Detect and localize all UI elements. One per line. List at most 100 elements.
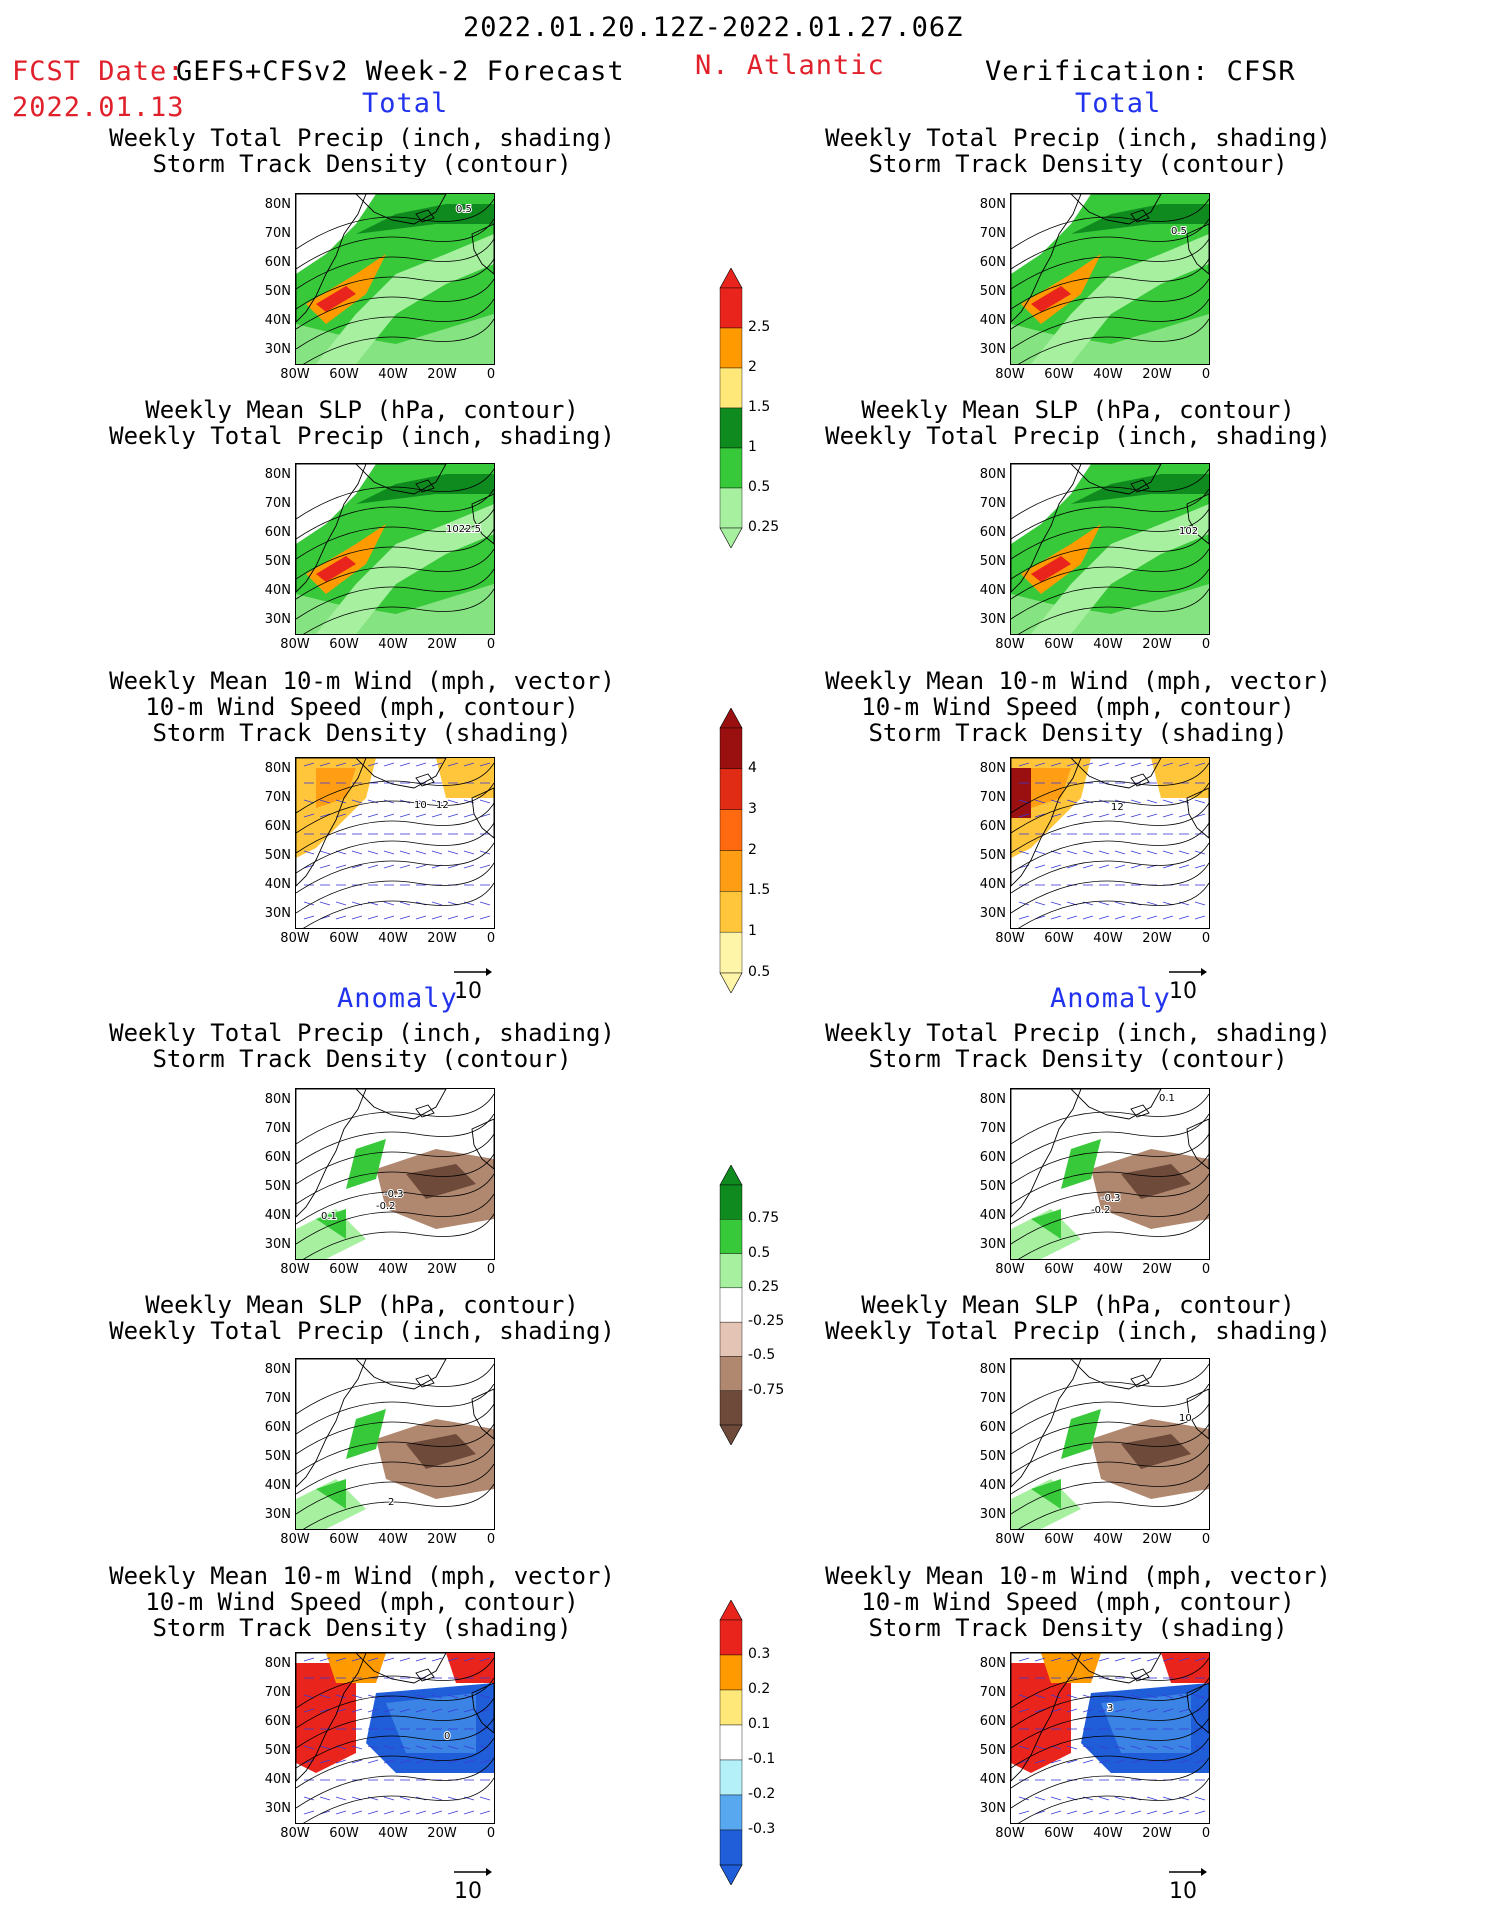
panel-title-line: Storm Track Density (contour): [868, 150, 1288, 178]
panel-title-2-l: Weekly Mean 10-m Wind (mph, vector) 10-m …: [2, 668, 722, 746]
map-panel-3-r: 0.1 -0.3 -0.2: [1010, 1088, 1210, 1260]
lon-tick-label: 20W: [427, 1262, 457, 1277]
colorbar-segment: [719, 809, 743, 851]
map-panel-0-l: 0.5: [295, 193, 495, 365]
lon-tick-label: 0: [486, 1532, 496, 1547]
lon-tick-label: 40W: [1093, 1262, 1123, 1277]
lon-tick-label: 0: [1201, 637, 1211, 652]
panel-title-line: 10-m Wind Speed (mph, contour): [145, 693, 579, 721]
lat-tick-label: 70N: [264, 1685, 291, 1700]
colorbar-segment: [719, 1356, 743, 1391]
panel-title-line: Weekly Total Precip (inch, shading): [825, 124, 1331, 152]
lat-tick-label: 80N: [979, 1656, 1006, 1671]
lat-tick-label: 80N: [979, 1092, 1006, 1107]
colorbar-segment: [719, 287, 743, 329]
vector-ref-total-left: 10: [452, 960, 492, 1004]
map-panel-0-r: 0.5: [1010, 193, 1210, 365]
map-plot: 0.1 -0.3-0.2: [296, 1089, 494, 1259]
colorbar-label: 0.25: [748, 1278, 780, 1295]
map-plot: 102: [1011, 464, 1209, 634]
lat-tick-label: 70N: [264, 1121, 291, 1136]
colorbar-segment: [719, 1794, 743, 1831]
lon-tick-label: 0: [486, 1826, 496, 1841]
vector-ref-label: 10: [454, 1879, 482, 1904]
colorbar-label: 0.25: [748, 519, 780, 535]
lat-tick-label: 50N: [979, 1449, 1006, 1464]
map-panel-1-r: 102: [1010, 463, 1210, 635]
map-plot: 0.5: [1011, 194, 1209, 364]
lon-tick-label: 80W: [995, 1532, 1025, 1547]
lat-tick-label: 30N: [264, 906, 291, 921]
lon-tick-label: 40W: [1093, 637, 1123, 652]
lon-tick-label: 40W: [378, 637, 408, 652]
colorbar-label: 3: [748, 800, 757, 817]
lon-tick-label: 40W: [1093, 367, 1123, 382]
lon-tick-label: 80W: [280, 367, 310, 382]
lat-tick-label: 60N: [979, 255, 1006, 270]
contour-label: 1022.5: [446, 524, 481, 535]
colorbar-segment: [719, 891, 743, 933]
lat-tick-label: 50N: [979, 554, 1006, 569]
panel-title-4-r: Weekly Mean SLP (hPa, contour) Weekly Tot…: [718, 1292, 1438, 1344]
lat-tick-label: 40N: [979, 877, 1006, 892]
lon-tick-label: 80W: [995, 637, 1025, 652]
lat-tick-label: 80N: [264, 1092, 291, 1107]
panel-title-1-l: Weekly Mean SLP (hPa, contour) Weekly Tot…: [2, 397, 722, 449]
lat-tick-label: 50N: [979, 1743, 1006, 1758]
lon-tick-label: 20W: [427, 367, 457, 382]
lon-tick-label: 60W: [1044, 1532, 1074, 1547]
colorbar-precip_anom: [718, 1164, 744, 1449]
colorbar-label: 0.1: [748, 1716, 771, 1732]
panel-title-line: 10-m Wind Speed (mph, contour): [145, 1588, 579, 1616]
lat-tick-label: 60N: [979, 1714, 1006, 1729]
colorbar-graphic: [719, 1599, 743, 1886]
lon-tick-label: 60W: [329, 1826, 359, 1841]
colorbar-segment: [719, 1287, 743, 1323]
contour-label: 0.5: [1171, 226, 1187, 237]
lat-tick-label: 80N: [979, 1362, 1006, 1377]
colorbar-label: 4: [748, 759, 757, 776]
vector-ref-anom-right: 10: [1167, 1860, 1207, 1904]
colorbar-label: 1: [748, 923, 757, 940]
lat-tick-label: 40N: [979, 583, 1006, 598]
colorbar-label: 0.75: [748, 1210, 780, 1227]
lon-tick-label: 20W: [1142, 1826, 1172, 1841]
lon-tick-label: 80W: [280, 1262, 310, 1277]
colorbar-label: 1: [748, 439, 757, 455]
panel-title-line: Weekly Mean SLP (hPa, contour): [861, 1291, 1295, 1319]
lon-tick-label: 20W: [427, 1532, 457, 1547]
map-panel-4-l: 2: [295, 1358, 495, 1530]
panel-title-line: 10-m Wind Speed (mph, contour): [861, 1588, 1295, 1616]
lat-tick-label: 30N: [264, 612, 291, 627]
lon-tick-label: 40W: [378, 931, 408, 946]
colorbar-segment: [719, 1724, 743, 1761]
lon-tick-label: 60W: [1044, 367, 1074, 382]
lon-tick-label: 20W: [1142, 931, 1172, 946]
panel-title-line: Weekly Total Precip (inch, shading): [825, 422, 1331, 450]
lon-tick-label: 60W: [1044, 1826, 1074, 1841]
lon-tick-label: 0: [1201, 1262, 1211, 1277]
lon-tick-label: 60W: [1044, 637, 1074, 652]
section-anomaly-right: Anomaly: [1050, 983, 1171, 1014]
lat-tick-label: 70N: [264, 226, 291, 241]
panel-title-line: Storm Track Density (shading): [152, 1614, 572, 1642]
map-plot: 0: [296, 1653, 494, 1823]
lat-tick-label: 60N: [264, 1420, 291, 1435]
lon-tick-label: 20W: [427, 931, 457, 946]
lat-tick-label: 60N: [264, 1714, 291, 1729]
lat-tick-label: 70N: [979, 496, 1006, 511]
map-plot: 2: [296, 1359, 494, 1529]
region-title: N. Atlantic: [695, 50, 885, 81]
panel-title-line: 10-m Wind Speed (mph, contour): [861, 693, 1295, 721]
lat-tick-label: 60N: [979, 1150, 1006, 1165]
map-panel-4-r: 10: [1010, 1358, 1210, 1530]
contour-label: 0.5: [456, 204, 472, 215]
lon-tick-label: 40W: [1093, 931, 1123, 946]
lat-tick-label: 80N: [264, 197, 291, 212]
colorbar-segment: [719, 487, 743, 529]
map-panel-5-r: 3: [1010, 1652, 1210, 1824]
lat-tick-label: 30N: [264, 1237, 291, 1252]
colorbar-segment: [719, 850, 743, 892]
panel-title-line: Storm Track Density (contour): [152, 1045, 572, 1073]
vector-ref-total-right: 10: [1167, 960, 1207, 1004]
